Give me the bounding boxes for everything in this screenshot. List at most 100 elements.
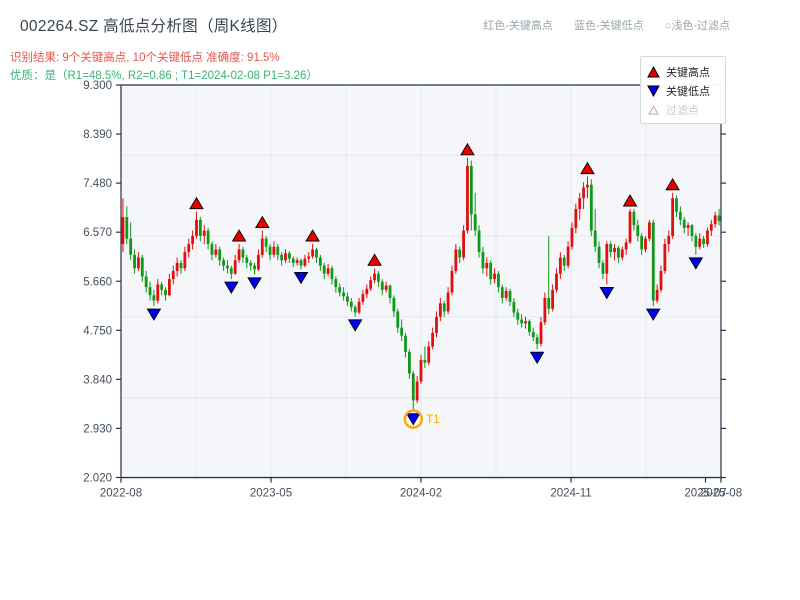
candle-body (481, 252, 485, 269)
candle-body (442, 303, 446, 312)
candle-body (407, 351, 411, 374)
candle-body (349, 301, 353, 308)
candle-body (195, 219, 198, 236)
key-high-marker (460, 142, 475, 156)
candle-body (384, 285, 388, 290)
page-title: 002264.SZ 高低点分析图（周K线图） (20, 18, 288, 35)
y-tick-label: 5.660 (83, 276, 112, 288)
chart-legend: 关键高点 关键低点 过滤点 (640, 56, 726, 124)
candle-body (678, 211, 682, 220)
key-low-marker (247, 277, 262, 290)
x-tick-label: 2024-11 (550, 488, 591, 500)
key-low-marker (529, 351, 545, 365)
candle-body (624, 242, 628, 250)
candle-body (493, 273, 496, 280)
candle-body (187, 244, 191, 253)
candle-body (651, 222, 655, 301)
candle-body (574, 209, 578, 228)
candle-body (667, 235, 671, 245)
candle-body (431, 333, 435, 347)
candle-body (326, 268, 330, 274)
candle-body (171, 271, 175, 280)
candle-body (415, 381, 419, 401)
candle-body (257, 254, 260, 270)
key-high-marker (231, 229, 247, 242)
candle-body (175, 262, 179, 272)
candle-body (427, 346, 431, 363)
candle-body (400, 327, 404, 336)
candle-body (392, 297, 396, 312)
candle-body (373, 273, 376, 281)
candle-body (322, 265, 326, 274)
candle-body (686, 225, 690, 228)
candle-body (613, 247, 616, 253)
candle-body (527, 321, 531, 332)
x-tick-label: 2025-08 (700, 488, 742, 500)
candle-body (628, 211, 632, 243)
recognition-result-line: 识别结果: 9个关键高点, 10个关键低点 准确度: 91.5% (10, 52, 280, 64)
candle-body (377, 273, 380, 282)
x-tick-label: 2023-05 (250, 488, 292, 500)
candle-body (388, 285, 392, 298)
candle-body (253, 265, 256, 270)
candle-body (582, 187, 585, 199)
candle-body (694, 235, 698, 247)
key-high-marker (189, 196, 204, 210)
key-high-marker (665, 177, 680, 191)
candle-body (140, 257, 144, 277)
candle-body (311, 249, 315, 257)
candle-body (346, 296, 349, 302)
candle-body (214, 249, 218, 255)
key-low-marker (224, 281, 239, 294)
candle-body (287, 253, 291, 259)
candle-body (423, 359, 427, 363)
candle-body (268, 246, 272, 255)
candle-body (640, 235, 644, 250)
x-tick-label: 2025-07 (684, 488, 726, 500)
candle-body (450, 271, 454, 293)
candle-body (620, 249, 624, 258)
candle-body (241, 249, 245, 258)
color-key-note: 红色-关键高点 蓝色-关键低点 ○浅色-过滤点 (483, 17, 730, 33)
candle-body (539, 322, 543, 344)
candle-body (179, 262, 183, 269)
candle-body (137, 257, 140, 269)
candle-body (206, 230, 210, 245)
candle-body (462, 230, 465, 258)
candle-body (690, 225, 694, 236)
candle-body (435, 316, 438, 334)
candle-body (655, 289, 659, 301)
candle-body (380, 281, 384, 290)
candle-body (566, 246, 570, 266)
candle-body (524, 321, 527, 324)
candle-body (357, 301, 361, 313)
candle-body (531, 331, 535, 338)
candle-body (419, 359, 423, 382)
candle-body (125, 217, 129, 239)
y-tick-label: 8.390 (83, 129, 112, 141)
candle-body (167, 279, 171, 296)
candle-body (183, 252, 187, 269)
candle-body (160, 284, 164, 290)
candle-body (342, 292, 345, 297)
y-tick-label: 7.480 (83, 178, 112, 190)
candle-body (152, 295, 156, 301)
t1-circle (403, 409, 423, 429)
candle-body (617, 247, 620, 258)
candle-body (237, 249, 241, 261)
candle-body (365, 288, 369, 295)
candle-body (485, 262, 489, 269)
key-low-triangle-icon (647, 85, 660, 97)
candle-body (249, 262, 253, 266)
candle-body (133, 254, 136, 269)
candle-body (589, 184, 593, 231)
x-tick-label: 2022-08 (100, 488, 142, 500)
candle-body (682, 219, 686, 228)
legend-item-key-low: 关键低点 (647, 81, 719, 100)
candle-body (454, 249, 458, 272)
candle-body (551, 289, 555, 309)
candle-body (260, 238, 264, 255)
candle-body (284, 253, 287, 261)
candle-body (144, 276, 148, 288)
